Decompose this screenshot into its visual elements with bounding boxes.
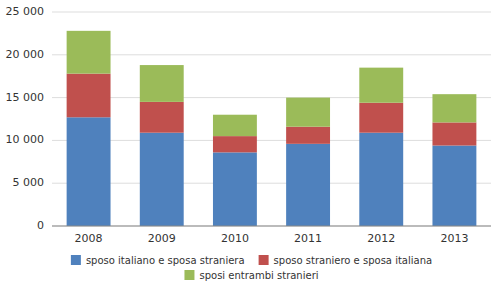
y-tick-label: 20 000 bbox=[6, 48, 45, 61]
x-tick-label: 2009 bbox=[148, 232, 176, 245]
legend-swatch bbox=[184, 270, 194, 280]
y-tick-label: 15 000 bbox=[6, 91, 45, 104]
bar bbox=[286, 98, 330, 127]
y-tick-label: 5 000 bbox=[13, 176, 45, 189]
bar bbox=[432, 146, 476, 226]
legend-swatch bbox=[259, 255, 269, 265]
x-tick-label: 2012 bbox=[367, 232, 395, 245]
y-tick-label: 25 000 bbox=[6, 5, 45, 18]
grid-line bbox=[52, 54, 491, 55]
legend-label: sposo italiano e sposa straniera bbox=[86, 255, 245, 266]
legend-label: sposo straniero e sposa italiana bbox=[274, 255, 433, 266]
x-tick-label: 2011 bbox=[294, 232, 322, 245]
bar bbox=[213, 152, 257, 226]
chart: 0 5 000 10 000 15 000 20 000 25 000 2008 2009 20… bbox=[0, 0, 503, 288]
bar bbox=[432, 122, 476, 145]
legend-label: sposi entrambi stranieri bbox=[199, 270, 318, 281]
legend-item: sposi entrambi stranieri bbox=[184, 270, 318, 281]
legend-item: sposo italiano e sposa straniera bbox=[71, 255, 245, 266]
bar bbox=[140, 133, 184, 226]
x-tick-label: 2013 bbox=[440, 232, 468, 245]
bar bbox=[67, 117, 111, 226]
bars bbox=[67, 31, 477, 226]
x-tick-label: 2010 bbox=[221, 232, 249, 245]
grid bbox=[52, 12, 491, 226]
legend: sposo italiano e sposa straniera sposo st… bbox=[71, 255, 432, 281]
bar bbox=[213, 115, 257, 136]
bar bbox=[140, 102, 184, 133]
y-tick-label: 10 000 bbox=[6, 133, 45, 146]
bar bbox=[286, 127, 330, 144]
bar bbox=[359, 133, 403, 226]
bar bbox=[432, 94, 476, 122]
bar bbox=[359, 68, 403, 103]
grid-line bbox=[52, 97, 491, 98]
bar bbox=[359, 103, 403, 133]
bar bbox=[286, 144, 330, 226]
grid-line bbox=[52, 140, 491, 141]
legend-item: sposo straniero e sposa italiana bbox=[259, 255, 433, 266]
bar bbox=[67, 31, 111, 74]
bar bbox=[213, 136, 257, 152]
y-tick-label: 0 bbox=[37, 219, 44, 232]
x-axis bbox=[52, 226, 491, 227]
bar bbox=[140, 65, 184, 102]
x-tick-label: 2008 bbox=[75, 232, 103, 245]
grid-line bbox=[52, 183, 491, 184]
bar bbox=[67, 74, 111, 118]
grid-line bbox=[52, 226, 491, 227]
legend-swatch bbox=[71, 255, 81, 265]
grid-line bbox=[52, 12, 491, 13]
